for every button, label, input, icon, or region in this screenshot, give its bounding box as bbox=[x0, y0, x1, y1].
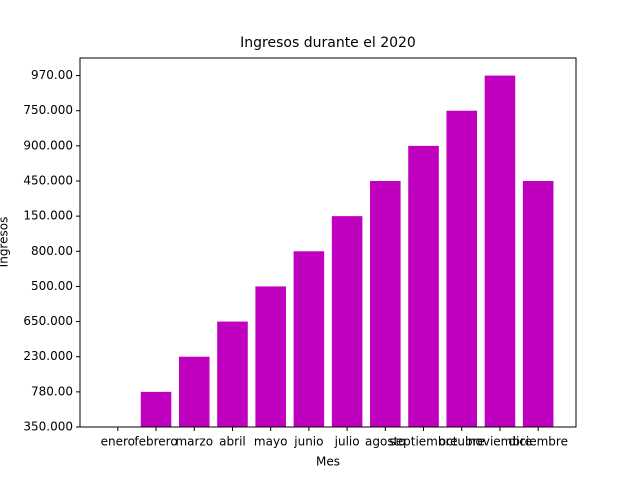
x-tick-label: octubre bbox=[439, 435, 485, 449]
chart-title: Ingresos durante el 2020 bbox=[240, 35, 416, 51]
y-tick-label: 150.000 bbox=[23, 209, 73, 223]
x-tick-label: septiembre bbox=[390, 435, 458, 449]
bar bbox=[484, 75, 516, 428]
bar bbox=[140, 391, 172, 427]
y-tick-label: 230.000 bbox=[23, 349, 73, 363]
x-tick-label: junio bbox=[293, 435, 323, 449]
plot-frame bbox=[79, 57, 577, 428]
y-tick-label: 450.000 bbox=[23, 174, 73, 188]
bar bbox=[217, 321, 248, 427]
bar bbox=[331, 216, 363, 427]
y-tick-label: 970.00 bbox=[31, 68, 73, 82]
bar bbox=[446, 110, 478, 427]
x-tick-label: marzo bbox=[175, 435, 213, 449]
bar bbox=[370, 181, 401, 427]
x-tick-label: diciembre bbox=[508, 435, 568, 449]
x-tick-label: julio bbox=[334, 435, 360, 449]
bar bbox=[178, 356, 210, 427]
x-tick-label: abril bbox=[219, 435, 246, 449]
y-axis-label: Ingresos bbox=[0, 217, 11, 268]
y-tick-label: 350.000 bbox=[23, 420, 73, 434]
y-tick-label: 800.00 bbox=[31, 244, 73, 258]
x-tick-label: agosto bbox=[365, 435, 406, 449]
x-axis-label: Mes bbox=[316, 455, 340, 469]
bar bbox=[255, 286, 286, 427]
x-tick-label: febrero bbox=[134, 435, 177, 449]
x-tick-label: noviembre bbox=[468, 435, 532, 449]
y-tick-label: 500.00 bbox=[31, 279, 73, 293]
y-tick-label: 650.000 bbox=[23, 314, 73, 328]
x-tick-label: enero bbox=[101, 435, 135, 449]
y-tick-label: 780.00 bbox=[31, 384, 73, 398]
y-tick-label: 900.000 bbox=[23, 138, 73, 152]
bar bbox=[522, 181, 554, 427]
bar bbox=[408, 145, 439, 427]
x-tick-label: mayo bbox=[254, 435, 288, 449]
bar bbox=[293, 251, 325, 427]
y-tick-label: 750.000 bbox=[23, 103, 73, 117]
